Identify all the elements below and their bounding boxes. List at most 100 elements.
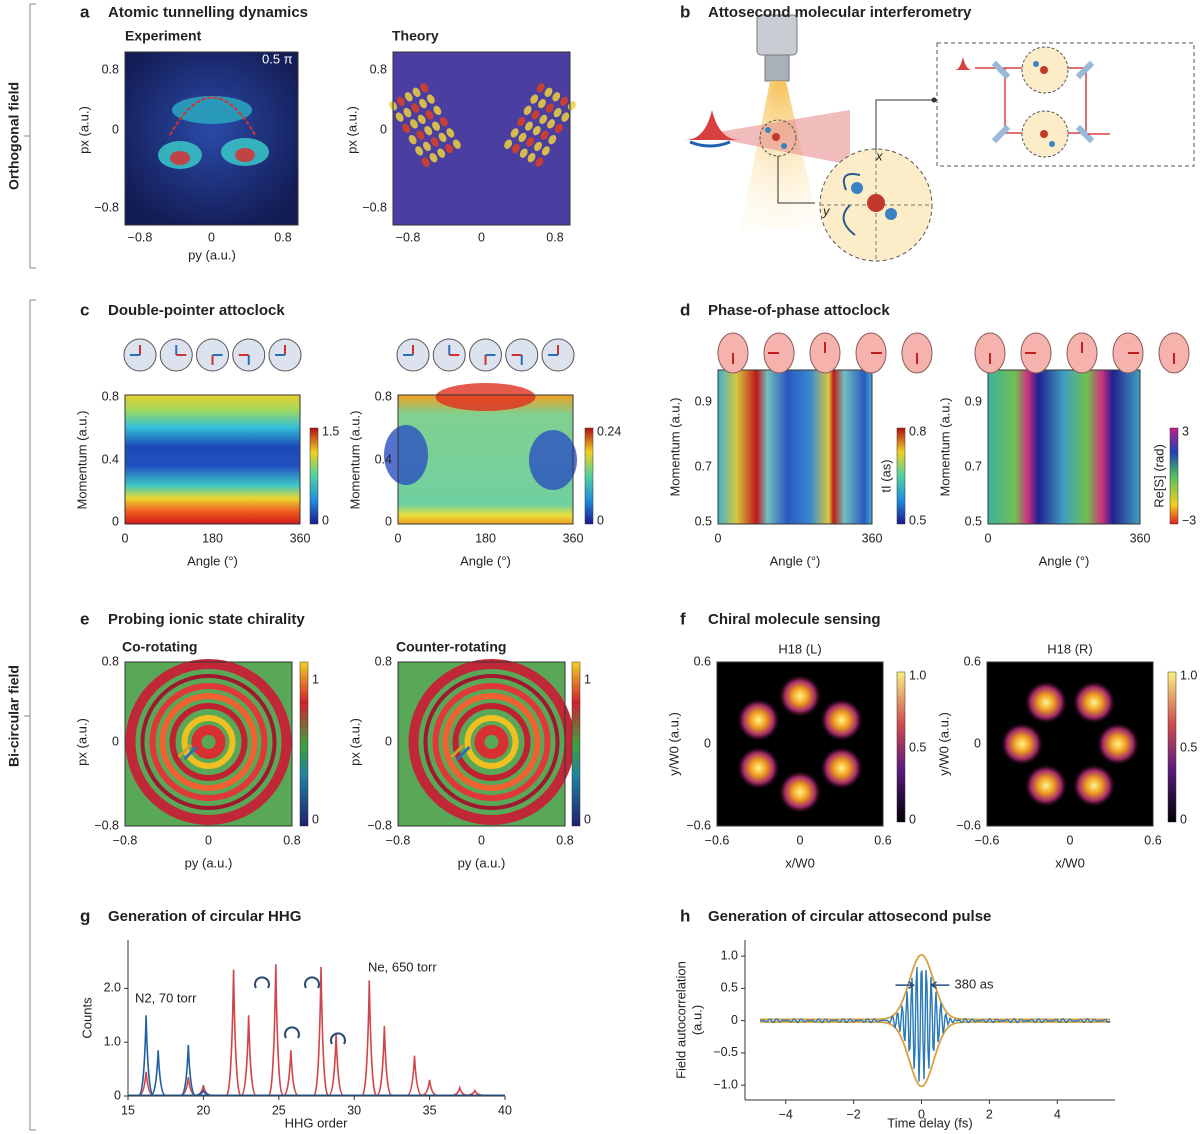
x-tick-label: 0 [985,531,992,545]
colorbar [584,427,594,525]
heatmap-feature [410,119,418,129]
heatmap-feature [535,157,544,167]
x-tick-label: −0.8 [128,230,153,244]
heatmap-ring [432,683,551,801]
y-tick-label: 0 [385,734,392,748]
colorbar [299,661,309,827]
plot-frame [124,661,293,827]
x-axis-label: x/W0 [1055,855,1085,870]
rotation-icon [284,1026,300,1039]
heatmap-feature [416,130,425,140]
spectral-peak [422,1079,437,1096]
heatmap-blob [1096,722,1140,766]
heatmap-feature [425,110,434,120]
y-tick-label: −0.6 [956,818,981,832]
bracket [24,299,36,1131]
colorbar [1167,671,1177,823]
width-arrow [895,981,915,990]
panel-title: Attosecond molecular interferometry [708,4,972,21]
heatmap-blob [819,698,864,742]
heatmap-feature [512,143,520,154]
colorbar-tick-label: 1.5 [322,424,339,438]
heatmap-feature [523,105,532,116]
heatmap-ring [125,659,292,825]
heatmap-feature [554,123,563,134]
y-tick-label: 0.8 [102,389,119,403]
heatmap-feature [172,96,252,124]
annotation: 0.5 π [262,51,293,66]
heatmap-feature [420,83,429,93]
x-axis-label: py (a.u.) [185,855,233,870]
x-tick-label: −0.8 [386,833,411,847]
x-axis-label: Angle (°) [770,553,821,568]
y-axis-label: Momentum (a.u.) [74,411,89,510]
x-tick-label: −0.8 [113,833,138,847]
y-axis-label: Momentum (a.u.) [347,411,362,510]
heatmap-ring [474,725,509,759]
x-tick-label: 0 [478,230,485,244]
y-tick-label: 0.6 [694,654,711,668]
x-tick-label: 0 [208,230,215,244]
plot-frame [717,369,873,525]
colorbar-tick-label: 0.24 [597,424,621,438]
panel-title: Probing ionic state chirality [108,611,305,628]
spectral-peak [180,1044,196,1096]
heatmap-feature [531,110,540,120]
subplot-title: Experiment [125,28,202,44]
heatmap-feature [439,116,448,127]
heatmap-ring [442,693,541,791]
y-tick-label: 0.8 [102,62,119,76]
heatmap-ring [464,715,519,769]
colorbar [1169,427,1179,525]
y-tick-label: 0.7 [965,459,982,473]
x-axis-label: HHG order [285,1115,349,1130]
heatmap-blob [778,770,822,814]
heatmap-feature [545,103,554,113]
heatmap-feature [539,114,548,125]
x-tick-label: 4 [1054,1107,1061,1121]
heatmap-feature [235,148,255,162]
heatmap-feature [544,87,553,98]
heatmap-feature [446,128,455,138]
x-tick-label: −4 [779,1107,793,1121]
heatmap-blob [1024,763,1068,808]
x-tick-label: 15 [121,1103,135,1117]
x-tick-label: 360 [1130,531,1151,545]
heatmap-feature [552,92,561,102]
rotation-icon [330,1032,346,1045]
x-axis-label: x/W0 [785,855,815,870]
x-tick-label: −2 [846,1107,860,1121]
heatmap-feature [404,92,413,102]
panel-letter: a [80,2,90,21]
y-tick-label: 0.5 [695,514,712,528]
heatmap-feature [412,87,421,98]
y-tick-label: 1.0 [104,1035,121,1049]
colorbar-tick-label: 0 [597,513,604,527]
x-tick-label: 40 [498,1103,512,1117]
y-tick-label: 2.0 [104,981,121,995]
spectral-peak [240,1015,257,1096]
heatmap [125,52,298,225]
y-tick-label: −0.8 [94,200,119,214]
spectral-peak [452,1084,467,1096]
y-axis-label: Momentum (a.u.) [937,398,952,497]
heatmap [718,370,872,524]
y-axis-label: (a.u.) [689,1005,704,1035]
heatmap-feature [395,112,404,122]
y-tick-label: 0.8 [370,62,387,76]
panel-title: Atomic tunnelling dynamics [108,4,308,21]
heatmap-feature [517,116,526,127]
y-tick-label: 0.8 [102,654,119,668]
heatmap-feature [408,134,417,145]
y-tick-label: 0.8 [375,389,392,403]
side-label: Bi-circular field [6,665,22,767]
arrow [177,743,192,759]
pulse-envelope [760,1021,1110,1088]
colorbar-tick-label: 0.5 [909,513,926,527]
heatmap-feature [438,132,447,143]
heatmap-feature [532,125,541,136]
x-tick-label: 0 [797,833,804,847]
panel-title: Generation of circular HHG [108,908,301,925]
x-tick-label: 0 [918,1107,925,1121]
